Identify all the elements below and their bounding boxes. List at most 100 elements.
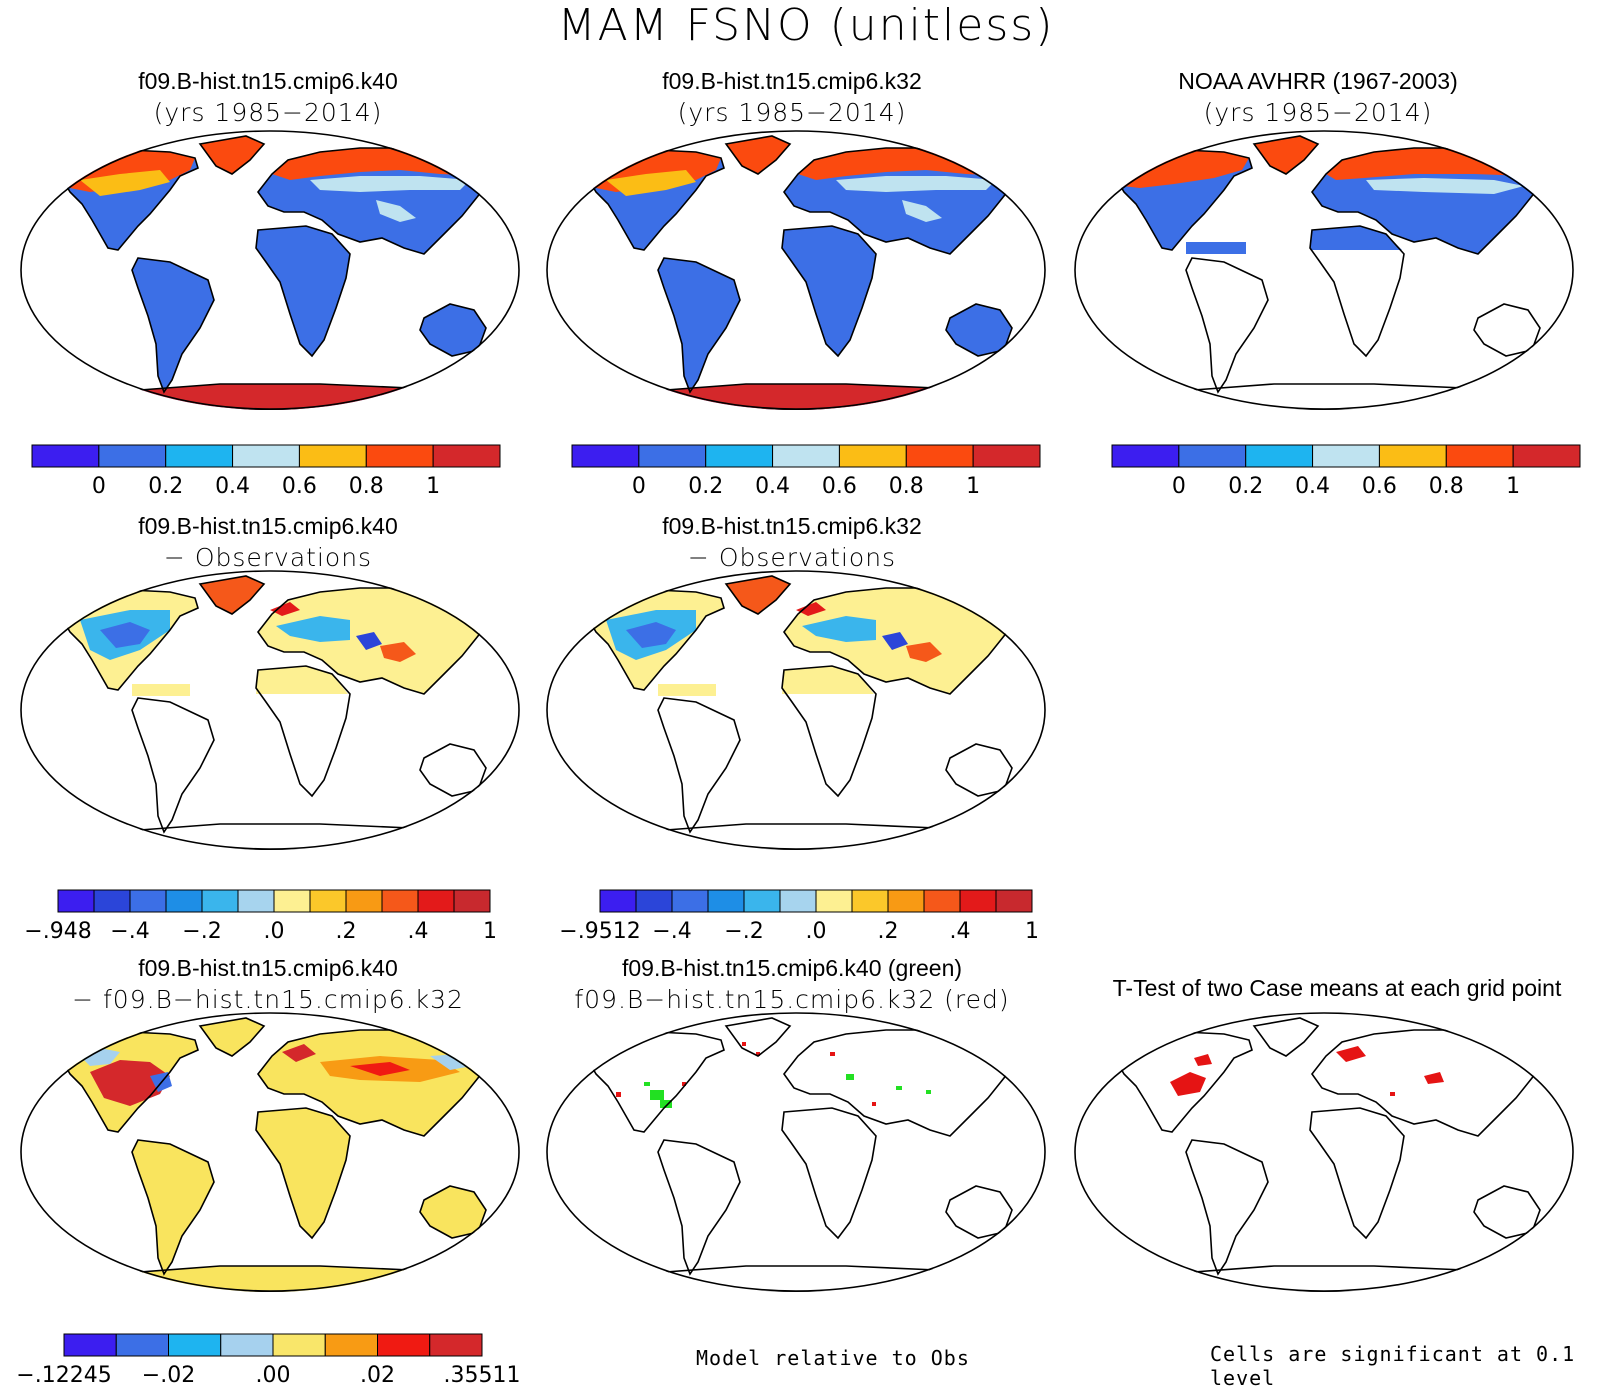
colorbar-box xyxy=(298,444,367,468)
samerica-landmass xyxy=(1186,1140,1268,1274)
africa-landmass xyxy=(1310,1108,1404,1238)
australia-landmass xyxy=(946,1186,1012,1238)
panel-title: f09.B-hist.tn15.cmip6.k40 (green) xyxy=(621,955,963,981)
namerica-coastline xyxy=(60,1031,199,1133)
panel-subtitle: − f09.B−hist.tn15.cmip6.k32 xyxy=(72,985,464,1014)
colorbar-label: .4 xyxy=(408,919,429,944)
colorbar-label: 0.8 xyxy=(349,474,384,499)
world-map-1 xyxy=(546,130,1046,410)
colorbar-box xyxy=(365,444,434,468)
casediff-na-red xyxy=(90,1060,170,1106)
colorbar-5: −.12245 −.02 .00 .02 .35511 xyxy=(16,1333,521,1388)
colorbar-label: 0.2 xyxy=(688,474,723,499)
africa-coastline xyxy=(1309,1107,1405,1240)
colorbar-label: .0 xyxy=(264,919,285,944)
panel-title: NOAA AVHRR (1967-2003) xyxy=(1178,68,1458,94)
significant-red-cell xyxy=(682,1082,686,1086)
samerica-coastline xyxy=(657,257,741,394)
significant-red-cell xyxy=(756,1052,760,1056)
colorbar-4: −.9512 −.4 −.2 .0 .2 .4 1 xyxy=(559,889,1039,944)
colorbar-label: −.12245 xyxy=(16,1363,111,1388)
colorbar-box xyxy=(851,889,889,913)
colorbar-label: −.2 xyxy=(724,919,763,944)
australia-landmass xyxy=(420,744,486,796)
greenland-coastline xyxy=(1252,135,1320,175)
diff-eu-blue xyxy=(276,616,350,642)
colorbar-box xyxy=(165,444,234,468)
casediff-scandinavia xyxy=(282,1044,316,1062)
colorbar-label: 0.4 xyxy=(1295,474,1330,499)
panel-title: f09.B-hist.tn15.cmip6.k32 xyxy=(662,513,922,539)
namerica-coastline xyxy=(586,149,725,251)
map-border xyxy=(20,130,520,410)
colorbar-box xyxy=(1111,444,1180,468)
colorbar-3: −.948 −.4 −.2 .0 .2 .4 1 xyxy=(24,889,497,944)
significant-red-cell xyxy=(830,1052,835,1056)
colorbar-label: 1 xyxy=(1025,919,1039,944)
diff-tibet-red xyxy=(906,642,942,662)
panel-subtitle: f09.B−hist.tn15.cmip6.k32 (red) xyxy=(574,985,1010,1014)
colorbar-box xyxy=(377,1333,431,1357)
world-map-4 xyxy=(546,570,1046,850)
eurasia-coastline xyxy=(783,1029,1017,1137)
colorbar-box xyxy=(220,1333,274,1357)
colorbar-box xyxy=(232,444,300,468)
colorbar-box xyxy=(779,889,817,913)
map-border xyxy=(546,130,1046,410)
colorbar-box xyxy=(599,889,637,913)
colorbar-label: .0 xyxy=(806,919,827,944)
africa-coastline xyxy=(255,225,351,358)
samerica-coastline xyxy=(131,257,215,394)
greenland-coastline xyxy=(198,1017,266,1057)
colorbar-label: −.4 xyxy=(110,919,149,944)
diff-north-africa xyxy=(782,666,874,694)
snow-band-eu-mid xyxy=(310,176,470,192)
obs-central-america xyxy=(1186,242,1246,254)
eurasia-coastline xyxy=(1311,1029,1545,1137)
diff-na-dark xyxy=(100,622,150,648)
colorbar-label: 1 xyxy=(966,474,980,499)
ttest-na-north xyxy=(1194,1054,1212,1066)
colorbar-label: .2 xyxy=(336,919,357,944)
colorbar-box xyxy=(923,889,961,913)
colorbar-box xyxy=(887,889,925,913)
colorbar-box xyxy=(432,444,501,468)
eurasia-landmass xyxy=(784,1030,1016,1136)
colorbar-label: .2 xyxy=(878,919,899,944)
colorbar-box xyxy=(93,889,131,913)
colorbar-box xyxy=(129,889,167,913)
colorbar-box xyxy=(995,889,1033,913)
significant-red-cell xyxy=(616,1092,621,1097)
map-border xyxy=(546,570,1046,850)
significant-green-cell xyxy=(926,1090,931,1094)
samerica-landmass xyxy=(132,258,214,392)
colorbar-label: 1 xyxy=(426,474,440,499)
greenland-coastline xyxy=(724,135,792,175)
diff-eu-blue xyxy=(802,616,876,642)
colorbar-box xyxy=(168,1333,222,1357)
panel-subtitle: (yrs 1985−2014) xyxy=(1203,98,1433,127)
africa-coastline xyxy=(781,1107,877,1240)
greenland-snow xyxy=(200,136,264,174)
world-map-3 xyxy=(20,570,520,850)
greenland-coastline xyxy=(198,575,266,615)
eurasia-coastline xyxy=(783,147,1017,255)
colorbar-box xyxy=(705,444,774,468)
map-border xyxy=(20,1012,520,1292)
greenland-snow xyxy=(726,136,790,174)
colorbar-label: .35511 xyxy=(444,1363,521,1388)
footnote-significance: Cells are significant at 0.1 level xyxy=(1210,1342,1576,1390)
greenland-coastline xyxy=(1252,1017,1320,1057)
greenland-landmass xyxy=(1254,1018,1318,1056)
colorbar-box xyxy=(815,889,853,913)
significant-red-cell xyxy=(872,1102,876,1106)
africa-landmass xyxy=(256,226,350,356)
africa-landmass xyxy=(1310,226,1404,356)
colorbar-label: −.2 xyxy=(182,919,221,944)
colorbar-box xyxy=(57,889,95,913)
colorbar-box xyxy=(743,889,781,913)
ttest-siberia xyxy=(1424,1072,1444,1084)
diff-scandinavia xyxy=(796,602,826,616)
colorbar-1: 0 0.2 0.4 0.6 0.8 1 xyxy=(571,444,1041,499)
